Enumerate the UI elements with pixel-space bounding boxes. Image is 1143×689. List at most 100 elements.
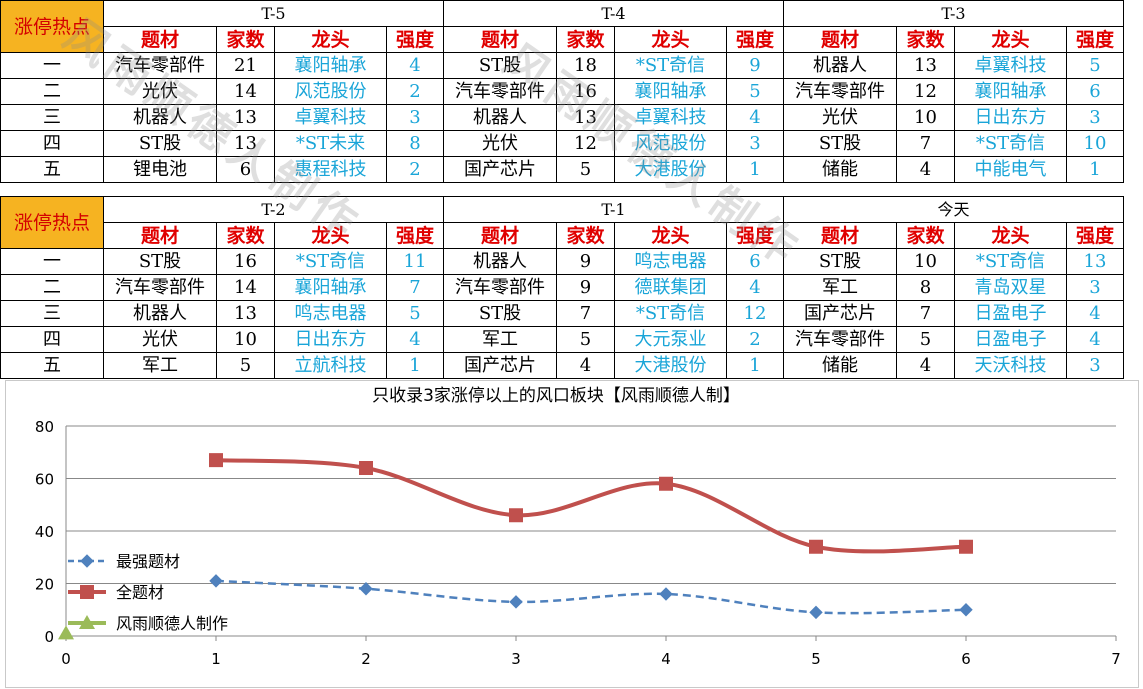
theme-cell: 机器人 [103, 300, 217, 327]
theme-cell: 汽车零部件 [443, 274, 557, 301]
strength-cell: 2 [386, 78, 444, 105]
rank-label: 五 [0, 352, 104, 379]
strength-cell: 13 [1066, 248, 1124, 275]
data-point [809, 539, 823, 554]
data-point [509, 595, 523, 609]
data-point [209, 453, 223, 468]
leader-cell: 鸣志电器 [274, 300, 387, 327]
col-header-count: 家数 [896, 26, 955, 53]
strength-cell: 10 [1066, 130, 1124, 157]
hotspot-table-1: 涨停热点 T-5 T-4 T-3 题材 家数 龙头 强度 题材 家数 龙头 强度… [0, 0, 1124, 183]
leader-cell: 鸣志电器 [614, 248, 727, 275]
legend-marker [79, 615, 95, 629]
count-cell: 9 [556, 274, 615, 301]
strength-cell: 4 [1066, 300, 1124, 327]
rank-label: 一 [0, 52, 104, 79]
rank-label: 三 [0, 104, 104, 131]
strength-cell: 8 [386, 130, 444, 157]
col-header-leader: 龙头 [274, 222, 387, 249]
leader-cell: 风范股份 [274, 78, 387, 105]
x-tick-label: 7 [1111, 650, 1121, 668]
period-header: T-4 [443, 0, 784, 27]
leader-cell: 惠程科技 [274, 156, 387, 183]
rank-label: 四 [0, 130, 104, 157]
leader-cell: 天沃科技 [954, 352, 1067, 379]
rank-label: 一 [0, 248, 104, 275]
hotspot-corner-label: 涨停热点 [0, 196, 104, 249]
leader-cell: 襄阳轴承 [274, 274, 387, 301]
hotspot-corner-label: 涨停热点 [0, 0, 104, 53]
theme-cell: ST股 [783, 248, 897, 275]
hotspot-table-2: 涨停热点 T-2 T-1 今天 题材 家数 龙头 强度 题材 家数 龙头 强度 … [0, 196, 1124, 379]
count-cell: 16 [216, 248, 275, 275]
col-header-strength: 强度 [726, 26, 784, 53]
count-cell: 6 [216, 156, 275, 183]
x-tick-label: 5 [811, 650, 821, 668]
data-point [659, 587, 673, 601]
theme-cell: 机器人 [443, 248, 557, 275]
count-cell: 7 [556, 300, 615, 327]
count-cell: 13 [216, 104, 275, 131]
col-header-theme: 题材 [443, 222, 557, 249]
col-header-theme: 题材 [783, 222, 897, 249]
data-point [659, 476, 673, 491]
count-cell: 10 [896, 248, 955, 275]
strength-cell: 3 [1066, 352, 1124, 379]
count-cell: 7 [896, 130, 955, 157]
legend-label: 最强题材 [116, 552, 180, 571]
x-tick-label: 2 [361, 650, 371, 668]
count-cell: 4 [896, 156, 955, 183]
leader-cell: 中能电气 [954, 156, 1067, 183]
col-header-strength: 强度 [386, 26, 444, 53]
data-point [209, 574, 223, 588]
col-header-leader: 龙头 [954, 26, 1067, 53]
series-line [215, 579, 967, 615]
theme-cell: 机器人 [443, 104, 557, 131]
rank-label: 五 [0, 156, 104, 183]
legend-label: 风雨顺德人制作 [116, 614, 228, 633]
table-row: 五军工 5 立航科技 1 国产芯片 4 大港股份 1 储能 4 天沃科技 3 [0, 352, 1124, 379]
theme-cell: 光伏 [443, 130, 557, 157]
table-row: 三机器人 13 卓翼科技 3 机器人 13 卓翼科技 4 光伏 10 日出东方 3 [0, 104, 1124, 131]
legend-label: 全题材 [116, 583, 164, 602]
rank-label: 四 [0, 326, 104, 353]
theme-cell: 汽车零部件 [443, 78, 557, 105]
theme-cell: ST股 [783, 130, 897, 157]
x-tick-label: 3 [511, 650, 521, 668]
leader-cell: *ST奇信 [954, 248, 1067, 275]
strength-cell: 1 [1066, 156, 1124, 183]
x-tick-label: 4 [661, 650, 671, 668]
col-header-count: 家数 [216, 26, 275, 53]
table-row: 二汽车零部件 14 襄阳轴承 7 汽车零部件 9 德联集团 4 军工 8 青岛双星 3 [0, 274, 1124, 301]
theme-cell: 光伏 [103, 326, 217, 353]
theme-cell: ST股 [103, 130, 217, 157]
y-tick-label: 60 [35, 471, 54, 489]
period-header: T-1 [443, 196, 784, 223]
col-header-count: 家数 [216, 222, 275, 249]
count-cell: 13 [216, 130, 275, 157]
strength-cell: 3 [386, 104, 444, 131]
col-header-strength: 强度 [1066, 26, 1124, 53]
strength-cell: 1 [726, 156, 784, 183]
data-point [959, 539, 973, 554]
chart-title: 只收录3家涨停以上的风口板块【风雨顺德人制】 [372, 386, 740, 406]
strength-cell: 3 [1066, 104, 1124, 131]
period-header: T-2 [103, 196, 444, 223]
count-cell: 9 [556, 248, 615, 275]
leader-cell: 卓翼科技 [274, 104, 387, 131]
period-header: 今天 [783, 196, 1124, 223]
table-row: 一 ST股 16 *ST奇信 11 机器人 9 鸣志电器 6 ST股 10 *ST奇信 13 [0, 248, 1124, 275]
leader-cell: *ST奇信 [274, 248, 387, 275]
leader-cell: *ST未来 [274, 130, 387, 157]
strength-cell: 4 [726, 274, 784, 301]
leader-cell: 日出东方 [274, 326, 387, 353]
theme-cell: 军工 [443, 326, 557, 353]
table-row: 四光伏 10 日出东方 4 军工 5 大元泵业 2 汽车零部件 5 日盈电子 4 [0, 326, 1124, 353]
count-cell: 10 [216, 326, 275, 353]
strength-cell: 12 [726, 300, 784, 327]
leader-cell: 德联集团 [614, 274, 727, 301]
count-cell: 5 [216, 352, 275, 379]
line-chart: 只收录3家涨停以上的风口板块【风雨顺德人制】 0 20 40 60 80 0 1 2 3 4 5 6 7 最… [5, 380, 1139, 688]
theme-cell: 光伏 [103, 78, 217, 105]
theme-cell: 锂电池 [103, 156, 217, 183]
